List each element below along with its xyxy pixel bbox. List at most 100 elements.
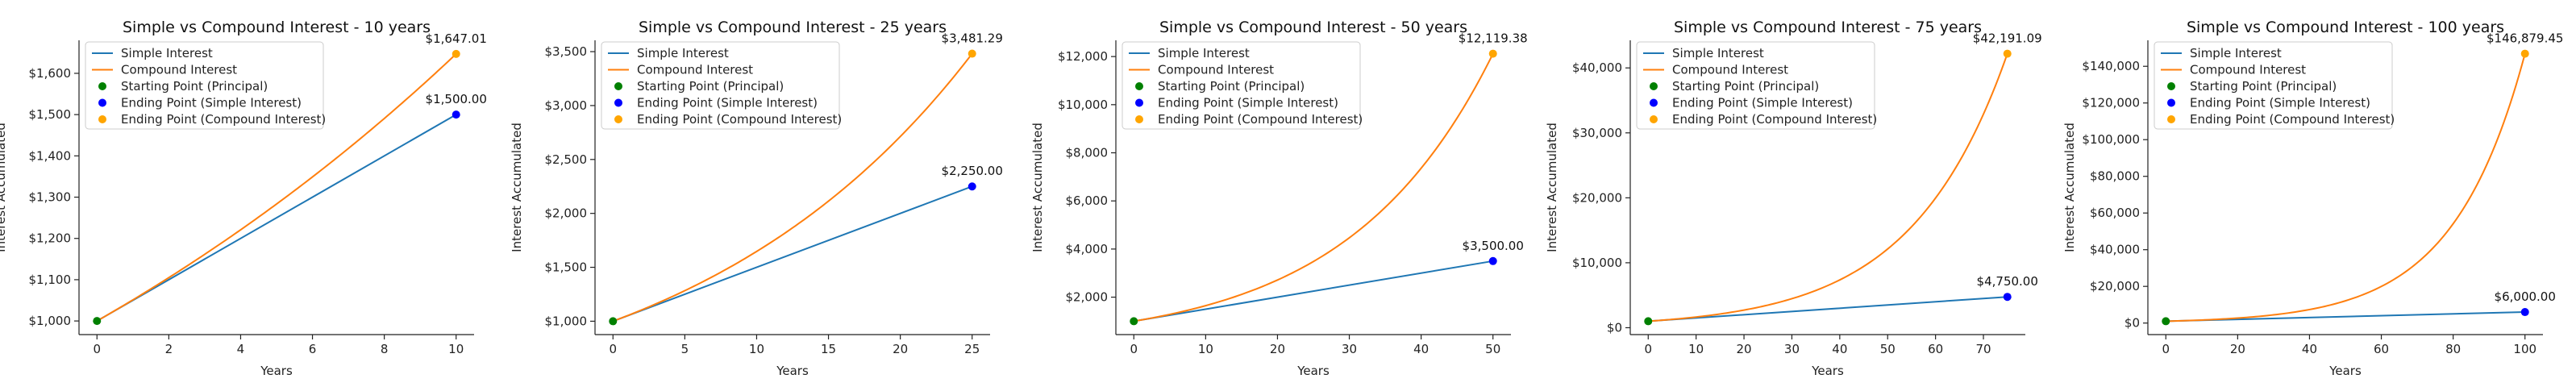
y-tick-label: $1,100 [29,273,72,287]
x-tick-label: 10 [1198,342,1213,356]
x-tick-label: 0 [1644,342,1652,356]
legend-swatch-marker [1135,82,1143,90]
y-axis-label: Interest Accumulated [2062,123,2077,252]
x-axis-label: Years [1811,364,1844,378]
legend-swatch-marker [2167,115,2175,123]
x-tick-label: 50 [1485,342,1500,356]
ending-point-compound-marker [2003,49,2012,58]
data-label-simple-end: $1,500.00 [426,92,487,106]
legend-entry-label: Ending Point (Compound Interest) [2190,112,2395,127]
legend-entry-label: Starting Point (Principal) [637,79,784,94]
y-tick-label: $140,000 [2082,59,2140,73]
legend-swatch-marker [98,98,106,107]
y-tick-label: $60,000 [2090,206,2140,220]
legend-entry-label: Ending Point (Compound Interest) [637,112,842,127]
legend-entry-label: Simple Interest [637,46,729,60]
y-tick-label: $1,500 [545,260,588,275]
legend-entry-label: Simple Interest [1158,46,1250,60]
x-tick-label: 6 [309,342,317,356]
y-axis-label: Interest Accumulated [510,123,524,252]
ending-point-simple-marker [1488,256,1497,265]
legend-entry-label: Ending Point (Compound Interest) [1672,112,1877,127]
legend-entry-label: Compound Interest [637,63,753,77]
legend-box [1636,41,1875,130]
ending-point-compound-marker [452,49,460,58]
y-tick-label: $100,000 [2082,132,2140,147]
legend-box [2154,41,2393,130]
legend-entry-label: Ending Point (Simple Interest) [1158,96,1338,110]
y-tick-label: $40,000 [2090,243,2140,257]
y-tick-label: $20,000 [2090,279,2140,293]
legend-entry-label: Starting Point (Principal) [1672,79,1819,94]
x-tick-label: 15 [821,342,836,356]
x-axis-label: Years [1296,364,1330,378]
starting-point-marker [93,317,102,326]
data-label-compound-end: $1,647.01 [426,31,487,46]
x-tick-label: 10 [1688,342,1704,356]
legend-box [601,41,840,130]
legend-swatch-marker [98,115,106,123]
legend-swatch-marker [1650,115,1658,123]
x-tick-label: 0 [609,342,617,356]
data-label-simple-end: $3,500.00 [1463,239,1524,253]
series-line-simple-interest [1134,260,1493,322]
x-tick-label: 30 [1342,342,1357,356]
legend-entry-label: Starting Point (Principal) [2190,79,2337,94]
y-tick-label: $4,000 [1066,242,1109,256]
legend-entry-label: Compound Interest [1158,63,1274,77]
y-tick-label: $80,000 [2090,169,2140,184]
x-tick-label: 0 [2162,342,2170,356]
x-tick-label: 80 [2445,342,2461,356]
data-label-simple-end: $2,250.00 [942,164,1003,178]
y-axis-label: Interest Accumulated [1030,123,1045,252]
y-tick-label: $3,000 [545,98,588,113]
y-tick-label: $10,000 [1572,256,1622,270]
y-tick-label: $0 [1607,320,1622,335]
legend-swatch-marker [614,82,622,90]
legend: Simple Interest Compound Interest Starting… [601,41,842,130]
legend-entry-label: Ending Point (Simple Interest) [637,96,818,110]
legend-entry-label: Simple Interest [121,46,213,60]
y-tick-label: $1,200 [29,231,72,246]
y-axis-label: Interest Accumulated [1545,123,1559,252]
y-tick-label: $120,000 [2082,96,2140,110]
starting-point-marker [2162,317,2170,326]
legend-swatch-marker [98,82,106,90]
ending-point-simple-marker [968,182,976,191]
x-tick-label: 4 [237,342,245,356]
series-line-simple-interest [96,114,457,322]
legend: Simple Interest Compound Interest Starting… [2154,41,2395,130]
x-tick-label: 50 [1880,342,1896,356]
data-label-simple-end: $6,000.00 [2495,289,2556,304]
legend-swatch-marker [1135,115,1143,123]
x-axis-label: Years [260,364,293,378]
x-tick-label: 20 [1737,342,1752,356]
y-tick-label: $1,600 [29,66,72,81]
legend-swatch-marker [2167,82,2175,90]
series-line-compound-interest [1134,53,1494,322]
chart-panel-3: Simple vs Compound Interest - 50 years 0 1… [1030,19,1528,378]
x-tick-label: 2 [165,342,173,356]
chart-panel-5: Simple vs Compound Interest - 100 years 0… [2062,19,2563,378]
data-label-compound-end: $42,191.09 [1973,31,2042,46]
series-line-simple-interest [1648,296,2008,322]
legend-swatch-marker [614,98,622,107]
legend-entry-label: Starting Point (Principal) [121,79,268,94]
ending-point-compound-marker [968,49,976,58]
series-line-compound-interest [96,53,457,322]
x-tick-label: 0 [1130,342,1138,356]
y-tick-label: $12,000 [1058,49,1108,64]
legend-swatch-marker [1650,98,1658,107]
legend-entry-label: Compound Interest [121,63,237,77]
y-tick-label: $10,000 [1058,98,1108,112]
x-tick-label: 20 [893,342,908,356]
series-line-compound-interest [612,52,973,322]
series-line-simple-interest [2166,311,2525,322]
x-tick-label: 10 [448,342,464,356]
x-tick-label: 40 [1413,342,1429,356]
chart-title: Simple vs Compound Interest - 25 years [639,19,947,36]
starting-point-marker [609,317,618,326]
y-tick-label: $1,000 [29,314,72,328]
